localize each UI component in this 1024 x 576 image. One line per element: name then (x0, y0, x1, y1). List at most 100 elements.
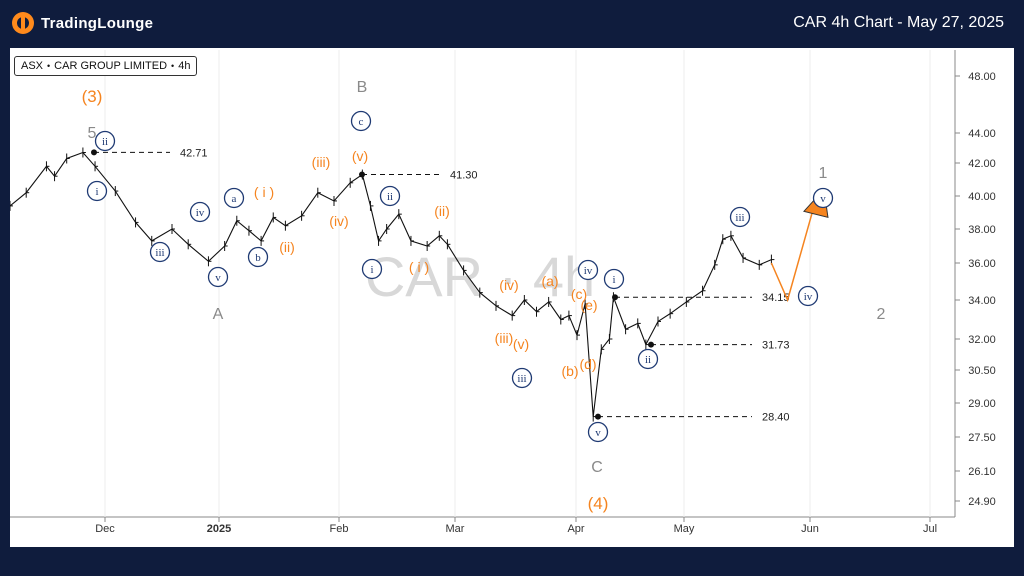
legend-interval: 4h (178, 60, 191, 72)
wave-label-circle (361, 258, 383, 280)
y-tick-label: 24.90 (968, 496, 996, 508)
wave-label-circle (86, 180, 108, 202)
wave-label-circle (577, 259, 599, 281)
legend-sep-1: • (47, 61, 51, 71)
logo-icon (12, 12, 34, 34)
wave-label-circle (797, 285, 819, 307)
wave-label: iv (584, 265, 593, 277)
price-line (10, 151, 772, 417)
y-tick-label: 32.00 (968, 334, 996, 346)
chart-area: 48.00 44.00 42.00 40.00 38.00 36.00 34.00 32.00… (10, 48, 1014, 547)
wave-label-circle (94, 130, 116, 152)
y-tick-label: 48.00 (968, 71, 996, 83)
wave-label: (c) (571, 286, 587, 302)
wave-label-circle (223, 187, 245, 209)
wave-label-circle (637, 348, 659, 370)
wave-label: (ii) (434, 203, 450, 219)
wave-label: ii (102, 136, 108, 148)
y-tick-label: 44.00 (968, 128, 996, 140)
wave-label: a (232, 193, 237, 205)
wave-label: iv (804, 291, 813, 303)
wave-label-circle (587, 421, 609, 443)
wave-label: C (591, 459, 603, 476)
chart-title: CAR 4h Chart - May 27, 2025 (793, 14, 1004, 31)
wave-label: i (612, 274, 615, 286)
x-tick-label: Dec (95, 523, 115, 535)
y-tick-label: 38.00 (968, 224, 996, 236)
wave-label: ( i ) (409, 259, 429, 275)
wave-label: i (370, 264, 373, 276)
wave-label: (4) (588, 494, 609, 513)
x-tick-label: 2025 (207, 523, 231, 535)
wave-label: (e) (580, 297, 597, 313)
wave-label-circle (189, 201, 211, 223)
wave-label: 1 (819, 165, 828, 182)
projection-path (770, 199, 817, 303)
wave-label-circle (812, 187, 834, 209)
x-tick-label: Mar (446, 523, 465, 535)
wave-label: v (820, 193, 826, 205)
wave-label: i (95, 186, 98, 198)
chart-watermark: CAR · 4h (365, 245, 595, 308)
wave-label: v (215, 272, 221, 284)
wave-label: (d) (579, 356, 596, 372)
tradinglounge-logo: TradingLounge (12, 12, 153, 34)
wave-label: A (213, 306, 224, 323)
wave-label: iii (735, 212, 744, 224)
y-tick-label: 30.50 (968, 365, 996, 377)
level-label: 34.15 (762, 292, 790, 304)
wave-label: (b) (561, 363, 578, 379)
wave-label: 2 (877, 306, 886, 323)
legend-name: CAR GROUP LIMITED (54, 60, 168, 72)
legend-sep-2: • (171, 61, 175, 71)
wave-label: (iii) (495, 330, 514, 346)
wave-label: c (359, 116, 364, 128)
wave-label: ii (645, 354, 651, 366)
x-tick-label: May (674, 523, 695, 535)
wave-label-circle (149, 241, 171, 263)
x-tick-label: Feb (330, 523, 349, 535)
legend-exchange: ASX (21, 60, 44, 72)
wave-label: (iii) (312, 154, 331, 170)
wave-label: v (595, 427, 601, 439)
logo-text: TradingLounge (41, 14, 154, 32)
wave-label: (3) (82, 87, 103, 106)
wave-label-circle (511, 367, 533, 389)
wave-label: ( i ) (254, 184, 274, 200)
level-label: 42.71 (180, 147, 208, 159)
wave-label: iv (196, 207, 205, 219)
x-tick-label: Apr (567, 523, 584, 535)
wave-label-circle (603, 268, 625, 290)
y-tick-label: 29.00 (968, 398, 996, 410)
wave-label: B (357, 79, 368, 96)
y-tick-label: 42.00 (968, 158, 996, 170)
wave-label: (iv) (329, 213, 348, 229)
level-label: 31.73 (762, 340, 790, 352)
wave-label: iii (155, 247, 164, 259)
wave-label: iii (517, 373, 526, 385)
wave-label: (a) (541, 273, 558, 289)
x-tick-label: Jul (923, 523, 937, 535)
price-chart: 48.00 44.00 42.00 40.00 38.00 36.00 34.00 32.00… (10, 50, 996, 535)
y-tick-label: 27.50 (968, 432, 996, 444)
level-label: 28.40 (762, 412, 790, 424)
y-tick-label: 40.00 (968, 191, 996, 203)
x-tick-label: Jun (801, 523, 819, 535)
wave-label: (iv) (499, 277, 518, 293)
wave-label: b (255, 252, 261, 264)
symbol-legend: ASX • CAR GROUP LIMITED • 4h (14, 56, 198, 76)
wave-label: 5 (88, 125, 97, 142)
wave-label: (v) (513, 336, 529, 352)
y-tick-label: 34.00 (968, 295, 996, 307)
y-tick-label: 26.10 (968, 466, 996, 478)
y-tick-label: 36.00 (968, 258, 996, 270)
wave-label-circle (247, 246, 269, 268)
wave-label: (v) (352, 148, 368, 164)
wave-label-circle (207, 266, 229, 288)
wave-label: ii (387, 191, 393, 203)
wave-label-circle (350, 110, 372, 132)
level-label: 41.30 (450, 170, 478, 182)
header-bar: TradingLounge CAR 4h Chart - May 27, 202… (0, 0, 1024, 48)
wave-label-circle (379, 185, 401, 207)
wave-label: (ii) (279, 239, 295, 255)
